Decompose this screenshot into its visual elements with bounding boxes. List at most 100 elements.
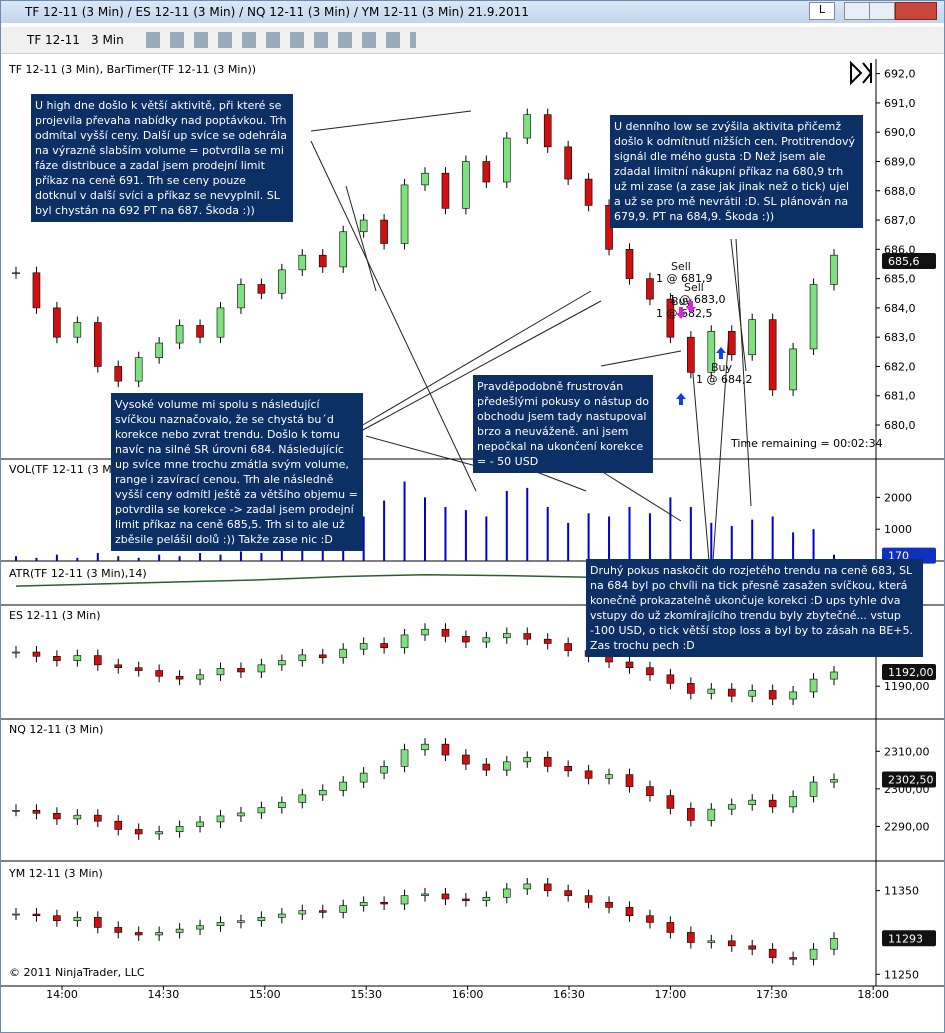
minimize[interactable] (844, 2, 870, 20)
order-text: 1 @ 684,2 (696, 373, 752, 386)
order-arrow (686, 301, 696, 313)
candle (400, 634, 409, 649)
candle (523, 633, 532, 640)
maximize[interactable] (869, 2, 895, 20)
candle (318, 790, 327, 796)
candle (502, 137, 511, 183)
candle (441, 893, 450, 900)
candle (278, 913, 286, 918)
candle (400, 184, 409, 244)
close[interactable] (895, 2, 937, 20)
y-tick-label: 692,0 (884, 68, 916, 81)
candle (707, 808, 716, 821)
x-tick-label: 15:30 (350, 988, 382, 1001)
x-tick-label: 17:30 (756, 988, 788, 1001)
y-tick-label: 683,0 (884, 331, 916, 344)
candle (625, 774, 634, 787)
candle (53, 812, 61, 820)
candle (605, 655, 613, 663)
candle (380, 219, 388, 244)
candle (482, 637, 491, 643)
candle (237, 284, 245, 309)
candle (564, 890, 572, 896)
candle (32, 651, 41, 657)
candle (237, 812, 245, 817)
candle (359, 643, 368, 650)
candle (114, 927, 123, 933)
candle (339, 648, 348, 659)
candle (196, 925, 204, 930)
candle (94, 655, 102, 666)
candle (196, 821, 204, 827)
candle (830, 779, 838, 783)
order-text: 1 @ 681,9 (656, 272, 712, 285)
y-tick-label: 2290,00 (884, 820, 930, 833)
candle (278, 269, 286, 294)
candle (666, 922, 675, 933)
lang-button[interactable]: L (809, 2, 835, 20)
order-side: Buy (711, 361, 733, 374)
candle (809, 284, 818, 350)
candle (155, 932, 163, 936)
instrument-select[interactable]: TF 12-11 (27, 33, 80, 47)
candle (421, 743, 429, 751)
candle (646, 786, 654, 796)
candle (830, 671, 838, 680)
x-tick-label: 15:00 (249, 988, 281, 1001)
candle (175, 325, 184, 344)
candle (318, 254, 327, 268)
toolbar: TF 12-11 3 Min (1, 27, 944, 54)
candle (564, 146, 572, 180)
candle (482, 763, 491, 771)
candle (380, 643, 388, 649)
annotation: U high dne došlo k větší aktivitě, při k… (31, 94, 293, 222)
y-tick-label: 687,0 (884, 214, 916, 227)
candle (809, 948, 818, 960)
bar-timer: Time remaining = 00:02:34 (730, 437, 883, 450)
candle (441, 743, 450, 756)
candle (523, 114, 532, 139)
y-tick-label: 691,0 (884, 97, 916, 110)
candle (380, 902, 388, 905)
candle (73, 655, 82, 661)
candle (441, 628, 450, 637)
candle (830, 938, 838, 950)
y-tick-label: 2310,00 (884, 745, 930, 758)
candle (462, 754, 470, 765)
candle (114, 820, 123, 830)
candle (564, 766, 572, 772)
candle (175, 928, 184, 933)
candle (175, 675, 184, 680)
candle (707, 940, 716, 943)
last-price-label: 2302,50 (888, 773, 934, 786)
candle (502, 761, 511, 771)
y-tick-label: 685,0 (884, 273, 916, 286)
y-tick-label: 11250 (884, 968, 919, 981)
y-tick-label: 682,0 (884, 360, 916, 373)
candle (789, 957, 797, 960)
candle (625, 907, 634, 917)
candle (748, 799, 757, 805)
candle (216, 307, 225, 338)
candle (646, 278, 654, 300)
candle (12, 913, 20, 916)
candle (523, 883, 532, 890)
candle (298, 794, 307, 803)
x-tick-label: 14:00 (46, 988, 78, 1001)
candle (666, 674, 675, 684)
candle (32, 913, 41, 917)
candle (155, 670, 163, 677)
candle (462, 161, 470, 209)
y-tick-label: 681,0 (884, 390, 916, 403)
candle (400, 895, 409, 905)
candle (748, 690, 757, 697)
annotation: U denního low se zvýšila aktivita přičem… (610, 115, 863, 228)
copyright: © 2011 NinjaTrader, LLC (9, 966, 145, 979)
panel-label: ES 12-11 (3 Min) (9, 609, 101, 622)
period-select[interactable]: 3 Min (91, 33, 124, 47)
last-price-box (882, 930, 936, 947)
order-side: Sell (684, 281, 704, 294)
last-price-box (882, 253, 936, 270)
tool-icons[interactable] (146, 32, 416, 48)
candle (339, 231, 348, 268)
